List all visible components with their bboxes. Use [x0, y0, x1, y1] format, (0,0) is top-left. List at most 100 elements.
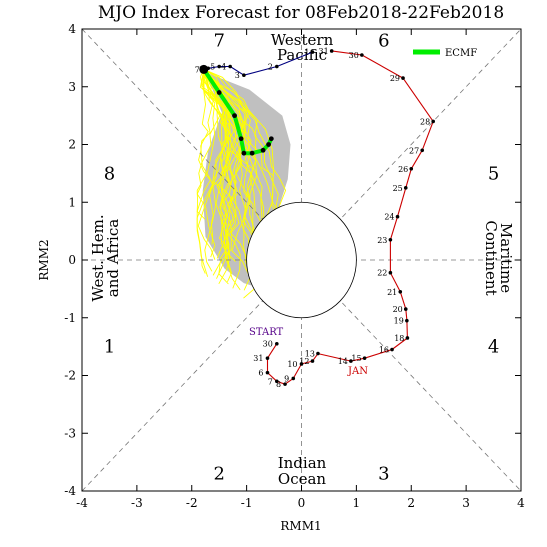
point-label: 20 — [393, 305, 403, 314]
series-point — [362, 356, 367, 360]
x-axis-label: RMM1 — [280, 519, 321, 533]
ecmf-point — [249, 150, 255, 156]
x-tick-label: -2 — [186, 496, 198, 510]
region-western-pacific-line2: Pacific — [277, 46, 327, 64]
series-point — [291, 376, 296, 381]
series-point — [390, 347, 394, 352]
series-point — [388, 270, 393, 275]
region-maritime-continent-line1: Maritime — [497, 223, 515, 293]
phase-label-8: 8 — [104, 163, 115, 184]
series-point — [401, 76, 405, 80]
y-tick-label: 0 — [68, 253, 76, 267]
unit-circle — [246, 201, 357, 319]
series-point — [398, 289, 403, 294]
ecmf-point — [238, 136, 244, 142]
ensemble-member-line — [203, 69, 260, 285]
ecmf-point — [260, 147, 266, 153]
region-west-hem-line1: West. Hem. — [89, 214, 107, 301]
point-label: 2 — [268, 63, 273, 72]
point-label: 18 — [394, 334, 404, 343]
ensemble-member-line — [203, 69, 247, 289]
y-axis-label: RMM2 — [37, 239, 51, 280]
phase-guides — [81, 28, 522, 492]
series-point — [360, 53, 364, 57]
phase-label-7: 7 — [213, 31, 224, 52]
point-label: 10 — [287, 360, 297, 369]
series-point — [265, 356, 270, 360]
series-point — [310, 359, 315, 363]
series-point — [329, 49, 334, 53]
y-tick-label: 3 — [68, 80, 76, 94]
point-label: 9 — [284, 374, 289, 383]
point-label: 6 — [258, 369, 263, 378]
point-label: 21 — [387, 288, 397, 297]
legend: ECMF — [413, 48, 477, 59]
series-point — [405, 336, 410, 340]
phase-label-2: 2 — [213, 464, 224, 485]
y-tick-label: 2 — [68, 138, 76, 152]
series-point — [403, 307, 408, 311]
ensemble-member-line — [203, 69, 245, 285]
series-point — [283, 382, 287, 386]
series-point — [299, 362, 304, 366]
point-label: 5 — [210, 63, 215, 72]
region-labels: Western Pacific Indian Ocean Maritime Co… — [89, 31, 515, 488]
series-point — [388, 237, 393, 242]
point-label: 19 — [394, 317, 404, 326]
point-label: 29 — [390, 74, 400, 83]
series-point — [275, 341, 279, 346]
x-tick-label: -1 — [241, 496, 253, 510]
point-label: 22 — [377, 269, 387, 278]
phase-label-5: 5 — [488, 163, 499, 184]
x-tick-label: 1 — [353, 496, 361, 510]
ensemble-member-line — [197, 69, 236, 260]
y-tick-label: 1 — [68, 195, 76, 209]
ensemble-member-line — [196, 69, 216, 277]
series-point — [316, 351, 320, 356]
ecmf-point — [232, 113, 237, 119]
point-label: 30 — [263, 340, 273, 349]
phase-label-4: 4 — [488, 337, 499, 358]
ensemble-member-line — [203, 69, 239, 279]
point-label: 30 — [349, 51, 359, 60]
point-label: 8 — [276, 380, 281, 389]
region-western-pacific-line1: Western — [271, 31, 334, 49]
ensemble-members — [196, 68, 291, 299]
ecmf-point — [268, 136, 274, 142]
series-point — [403, 186, 408, 190]
point-label: 15 — [351, 354, 361, 363]
region-indian-ocean-line1: Indian — [278, 454, 327, 472]
series-point — [420, 148, 425, 153]
x-tick-label: -3 — [131, 496, 143, 510]
point-label: 28 — [420, 117, 430, 126]
region-maritime-continent-line2: Continent — [482, 220, 500, 295]
region-west-hem-line2: and Africa — [104, 219, 122, 297]
point-label: 16 — [379, 346, 389, 355]
series-point — [431, 119, 436, 124]
point-label: 14 — [338, 357, 348, 366]
y-tick-label: 4 — [68, 22, 76, 36]
series-point — [242, 73, 246, 77]
y-tick-label: -2 — [64, 369, 76, 383]
phase-label-1: 1 — [104, 337, 115, 358]
ecmf-point — [216, 90, 222, 95]
x-tick-label: -4 — [76, 496, 88, 510]
region-indian-ocean-line2: Ocean — [278, 470, 327, 488]
ecmf-point — [266, 142, 271, 147]
x-tick-label: 3 — [462, 496, 470, 510]
current-day-marker — [199, 64, 209, 74]
x-tick-label: 4 — [517, 496, 525, 510]
point-label: 31 — [253, 354, 263, 363]
series-point — [409, 166, 414, 171]
series-point — [265, 370, 270, 375]
point-label: 23 — [377, 236, 387, 245]
phase-label-6: 6 — [378, 31, 389, 52]
point-label: 13 — [305, 350, 315, 359]
ecmf-point — [241, 150, 247, 156]
start-label: START — [249, 327, 284, 338]
series-point — [310, 50, 315, 54]
chart-title: MJO Index Forecast for 08Feb2018-22Feb20… — [98, 3, 504, 23]
